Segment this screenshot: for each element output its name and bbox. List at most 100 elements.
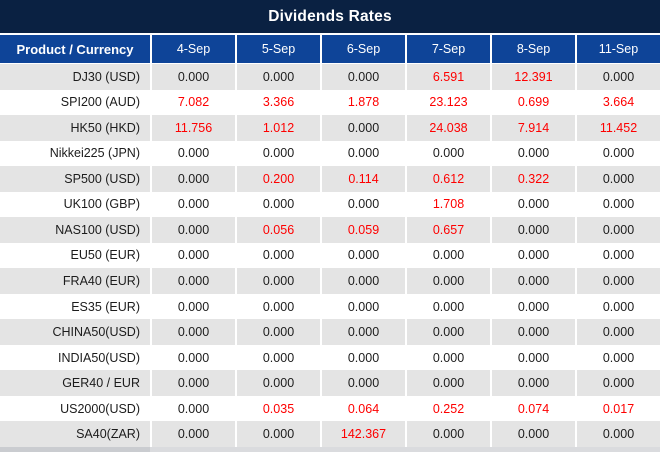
value-cell: 0.699 bbox=[490, 89, 575, 116]
value-cell: 0.000 bbox=[405, 421, 490, 447]
value-cell: 24.038 bbox=[405, 115, 490, 141]
value-cell: 3.664 bbox=[575, 89, 660, 116]
product-cell: EU50 (EUR) bbox=[70, 248, 140, 263]
table-row: SPI200 (AUD) 7.082 3.366 1.878 23.123 0.699 3… bbox=[0, 89, 660, 116]
value-cell: 0.000 bbox=[575, 293, 660, 320]
value-cell: 0.000 bbox=[320, 191, 405, 218]
value-cell: 7.914 bbox=[490, 115, 575, 141]
table-row: GER40 / EUR 0.000 0.000 0.000 0.000 0.000 0.0… bbox=[0, 370, 660, 396]
column-header-date-5: 8-Sep bbox=[490, 35, 575, 63]
value-cell: 0.000 bbox=[320, 268, 405, 294]
value-cell: 0.252 bbox=[405, 395, 490, 422]
value-cell: 0.000 bbox=[235, 293, 320, 320]
value-cell: 0.000 bbox=[405, 293, 490, 320]
product-cell: ES35 (EUR) bbox=[71, 299, 140, 314]
table-row: FRA40 (EUR) 0.000 0.000 0.000 0.000 0.000 0.0… bbox=[0, 268, 660, 294]
value-cell: 0.000 bbox=[320, 140, 405, 167]
value-cell: 0.000 bbox=[235, 319, 320, 345]
value-cell: 0.000 bbox=[575, 319, 660, 345]
value-cell: 6.591 bbox=[405, 64, 490, 90]
value-cell: 0.000 bbox=[235, 421, 320, 447]
value-cell: 0.000 bbox=[575, 64, 660, 90]
product-cell: SA40(ZAR) bbox=[76, 427, 140, 442]
value-cell: 0.000 bbox=[490, 319, 575, 345]
value-cell: 0.000 bbox=[490, 268, 575, 294]
value-cell: 0.000 bbox=[150, 370, 235, 396]
table-title: Dividends Rates bbox=[0, 0, 660, 33]
product-cell: Nikkei225 (JPN) bbox=[49, 146, 140, 161]
table-row: HK50 (HKD) 11.756 1.012 0.000 24.038 7.914 11… bbox=[0, 115, 660, 141]
value-cell: 0.000 bbox=[150, 242, 235, 269]
column-header-date-2: 5-Sep bbox=[235, 35, 320, 63]
value-cell: 0.035 bbox=[235, 395, 320, 422]
product-cell: INDIA50(USD) bbox=[58, 350, 140, 365]
value-cell: 0.000 bbox=[320, 370, 405, 396]
value-cell: 0.000 bbox=[235, 191, 320, 218]
value-cell: 7.082 bbox=[150, 89, 235, 116]
value-cell: 1.012 bbox=[235, 115, 320, 141]
value-cell: 0.000 bbox=[320, 293, 405, 320]
value-cell: 0.000 bbox=[235, 370, 320, 396]
value-cell: 0.000 bbox=[235, 344, 320, 371]
value-cell: 0.000 bbox=[235, 64, 320, 90]
value-cell: 0.000 bbox=[405, 319, 490, 345]
product-cell: GER40 / EUR bbox=[62, 376, 140, 391]
value-cell: 0.000 bbox=[150, 191, 235, 218]
value-cell: 0.000 bbox=[490, 140, 575, 167]
value-cell: 0.000 bbox=[320, 242, 405, 269]
value-cell: 0.200 bbox=[235, 166, 320, 192]
table-row: INDIA50(USD) 0.000 0.000 0.000 0.000 0.000 0.… bbox=[0, 344, 660, 371]
value-cell: 0.000 bbox=[320, 319, 405, 345]
table-row: UK100 (GBP) 0.000 0.000 0.000 1.708 0.000 0.0… bbox=[0, 191, 660, 218]
value-cell: 0.000 bbox=[150, 344, 235, 371]
column-header-date-1: 4-Sep bbox=[150, 35, 235, 63]
value-cell: 0.000 bbox=[150, 217, 235, 243]
table-row: SP500 (USD) 0.000 0.200 0.114 0.612 0.322 0.0… bbox=[0, 166, 660, 192]
value-cell: 0.000 bbox=[490, 242, 575, 269]
value-cell: 0.000 bbox=[575, 421, 660, 447]
product-cell: SPI200 (AUD) bbox=[60, 95, 140, 110]
value-cell: 0.064 bbox=[320, 395, 405, 422]
value-cell: 0.059 bbox=[320, 217, 405, 243]
value-cell: 11.756 bbox=[150, 115, 235, 141]
table-row: SA40(ZAR) 0.000 0.000 142.367 0.000 0.000 0.0… bbox=[0, 421, 660, 447]
value-cell: 142.367 bbox=[320, 421, 405, 447]
product-cell: FRA40 (EUR) bbox=[62, 274, 140, 289]
value-cell: 1.708 bbox=[405, 191, 490, 218]
column-header-date-4: 7-Sep bbox=[405, 35, 490, 63]
column-header-row: Product / Currency 4-Sep 5-Sep 6-Sep 7-S… bbox=[0, 33, 660, 64]
column-header-date-3: 6-Sep bbox=[320, 35, 405, 63]
value-cell: 0.000 bbox=[405, 344, 490, 371]
value-cell: 0.000 bbox=[575, 344, 660, 371]
product-cell: CHINA50(USD) bbox=[52, 325, 140, 340]
value-cell: 0.114 bbox=[320, 166, 405, 192]
bottom-strip-right bbox=[150, 447, 660, 452]
product-cell: HK50 (HKD) bbox=[70, 120, 140, 135]
value-cell: 11.452 bbox=[575, 115, 660, 141]
product-cell: UK100 (GBP) bbox=[63, 197, 140, 212]
value-cell: 0.000 bbox=[575, 191, 660, 218]
value-cell: 0.000 bbox=[150, 166, 235, 192]
value-cell: 0.000 bbox=[575, 370, 660, 396]
value-cell: 0.000 bbox=[150, 64, 235, 90]
value-cell: 0.000 bbox=[490, 344, 575, 371]
value-cell: 0.017 bbox=[575, 395, 660, 422]
table-row: EU50 (EUR) 0.000 0.000 0.000 0.000 0.000 0.00… bbox=[0, 242, 660, 269]
value-cell: 0.000 bbox=[575, 140, 660, 167]
product-cell: US2000(USD) bbox=[60, 401, 140, 416]
value-cell: 12.391 bbox=[490, 64, 575, 90]
value-cell: 0.000 bbox=[150, 293, 235, 320]
value-cell: 0.000 bbox=[235, 268, 320, 294]
value-cell: 0.000 bbox=[490, 217, 575, 243]
bottom-strip-left bbox=[0, 447, 150, 452]
value-cell: 0.000 bbox=[150, 395, 235, 422]
value-cell: 0.074 bbox=[490, 395, 575, 422]
value-cell: 23.123 bbox=[405, 89, 490, 116]
value-cell: 0.000 bbox=[405, 370, 490, 396]
value-cell: 0.000 bbox=[235, 242, 320, 269]
value-cell: 0.612 bbox=[405, 166, 490, 192]
value-cell: 0.056 bbox=[235, 217, 320, 243]
value-cell: 0.657 bbox=[405, 217, 490, 243]
value-cell: 3.366 bbox=[235, 89, 320, 116]
